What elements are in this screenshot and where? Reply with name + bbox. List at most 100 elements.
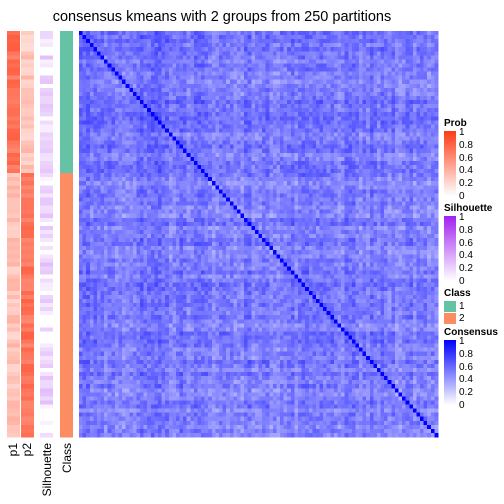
consensus-cell: [262, 95, 267, 101]
consensus-cell: [140, 185, 145, 190]
consensus-cell: [366, 197, 371, 202]
consensus-cell: [391, 91, 396, 97]
consensus-cell: [272, 169, 277, 174]
consensus-cell: [351, 197, 356, 202]
consensus-cell: [172, 173, 177, 178]
consensus-cell: [143, 63, 148, 68]
consensus-cell: [287, 51, 292, 56]
consensus-cell: [129, 128, 134, 133]
consensus-cell: [154, 132, 159, 137]
consensus-cell: [251, 83, 256, 89]
prob-p2-cell: [21, 95, 34, 101]
consensus-cell: [125, 83, 130, 89]
consensus-cell: [154, 43, 159, 48]
consensus-cell: [423, 164, 428, 170]
class-cell: [60, 359, 73, 365]
consensus-cell: [197, 120, 202, 125]
prob-p2-cell: [21, 384, 34, 389]
consensus-cell: [104, 120, 109, 125]
consensus-cell: [89, 95, 94, 101]
consensus-cell: [387, 181, 392, 186]
prob-p2-cell: [21, 363, 34, 369]
consensus-cell: [312, 31, 317, 36]
silhouette-cell: [40, 412, 53, 418]
consensus-cell: [100, 124, 105, 129]
consensus-cell: [215, 91, 220, 97]
consensus-cell: [416, 152, 421, 158]
silhouette-cell: [40, 181, 53, 186]
prob-p2-cell: [21, 351, 34, 357]
consensus-cell: [305, 71, 310, 77]
consensus-cell: [409, 75, 414, 81]
consensus-cell: [355, 120, 360, 125]
consensus-cell: [114, 209, 119, 215]
consensus-cell: [93, 213, 98, 219]
consensus-cell: [258, 181, 263, 186]
consensus-cell: [341, 31, 346, 36]
consensus-cell: [89, 31, 94, 36]
consensus-cell: [222, 205, 227, 211]
consensus-cell: [125, 201, 130, 206]
consensus-cell: [359, 59, 364, 64]
consensus-cell: [355, 79, 360, 85]
consensus-cell: [150, 112, 155, 117]
consensus-cell: [287, 164, 292, 170]
consensus-cell: [283, 124, 288, 129]
consensus-cell: [150, 185, 155, 190]
consensus-cell: [301, 51, 306, 56]
consensus-cell: [215, 39, 220, 44]
consensus-cell: [93, 35, 98, 40]
consensus-cell: [79, 120, 83, 125]
prob-p2-cell: [21, 83, 34, 89]
consensus-cell: [240, 136, 245, 142]
consensus-cell: [201, 201, 206, 206]
consensus-cell: [387, 173, 392, 178]
consensus-cell: [315, 100, 320, 105]
prob-p1-cell: [7, 294, 20, 300]
consensus-cell: [219, 104, 223, 109]
consensus-cell: [416, 116, 421, 121]
consensus-cell: [233, 31, 238, 36]
consensus-cell: [416, 95, 421, 101]
consensus-cell: [161, 185, 166, 190]
consensus-cell: [326, 79, 331, 85]
consensus-cell: [394, 136, 399, 142]
consensus-cell: [132, 156, 137, 162]
consensus-cell: [229, 63, 234, 68]
consensus-cell: [351, 213, 356, 219]
consensus-cell: [193, 51, 198, 56]
consensus-cell: [197, 100, 202, 105]
consensus-cell: [154, 87, 159, 93]
consensus-cell: [157, 181, 162, 186]
silhouette-cell: [40, 189, 53, 194]
consensus-cell: [305, 120, 310, 125]
consensus-cell: [154, 31, 159, 36]
consensus-cell: [258, 173, 263, 178]
consensus-cell: [427, 100, 432, 105]
consensus-cell: [100, 75, 105, 81]
consensus-cell: [143, 112, 148, 117]
consensus-cell: [229, 205, 234, 211]
consensus-cell: [236, 164, 241, 170]
consensus-cell: [125, 144, 130, 150]
consensus-cell: [341, 144, 346, 150]
consensus-cell: [219, 160, 223, 166]
consensus-cell: [359, 95, 364, 101]
consensus-cell: [154, 120, 159, 125]
prob-p1-cell: [7, 367, 20, 373]
consensus-cell: [254, 71, 259, 77]
consensus-cell: [157, 47, 162, 52]
consensus-cell: [308, 120, 313, 125]
consensus-cell: [222, 35, 227, 40]
consensus-cell: [186, 75, 191, 81]
consensus-cell: [430, 63, 435, 68]
consensus-cell: [104, 31, 109, 36]
consensus-cell: [308, 43, 313, 48]
consensus-cell: [240, 169, 245, 174]
consensus-cell: [265, 112, 270, 117]
consensus-cell: [104, 156, 109, 162]
consensus-cell: [197, 47, 202, 52]
consensus-cell: [82, 116, 87, 121]
consensus-cell: [226, 63, 231, 68]
consensus-cell: [402, 160, 407, 166]
